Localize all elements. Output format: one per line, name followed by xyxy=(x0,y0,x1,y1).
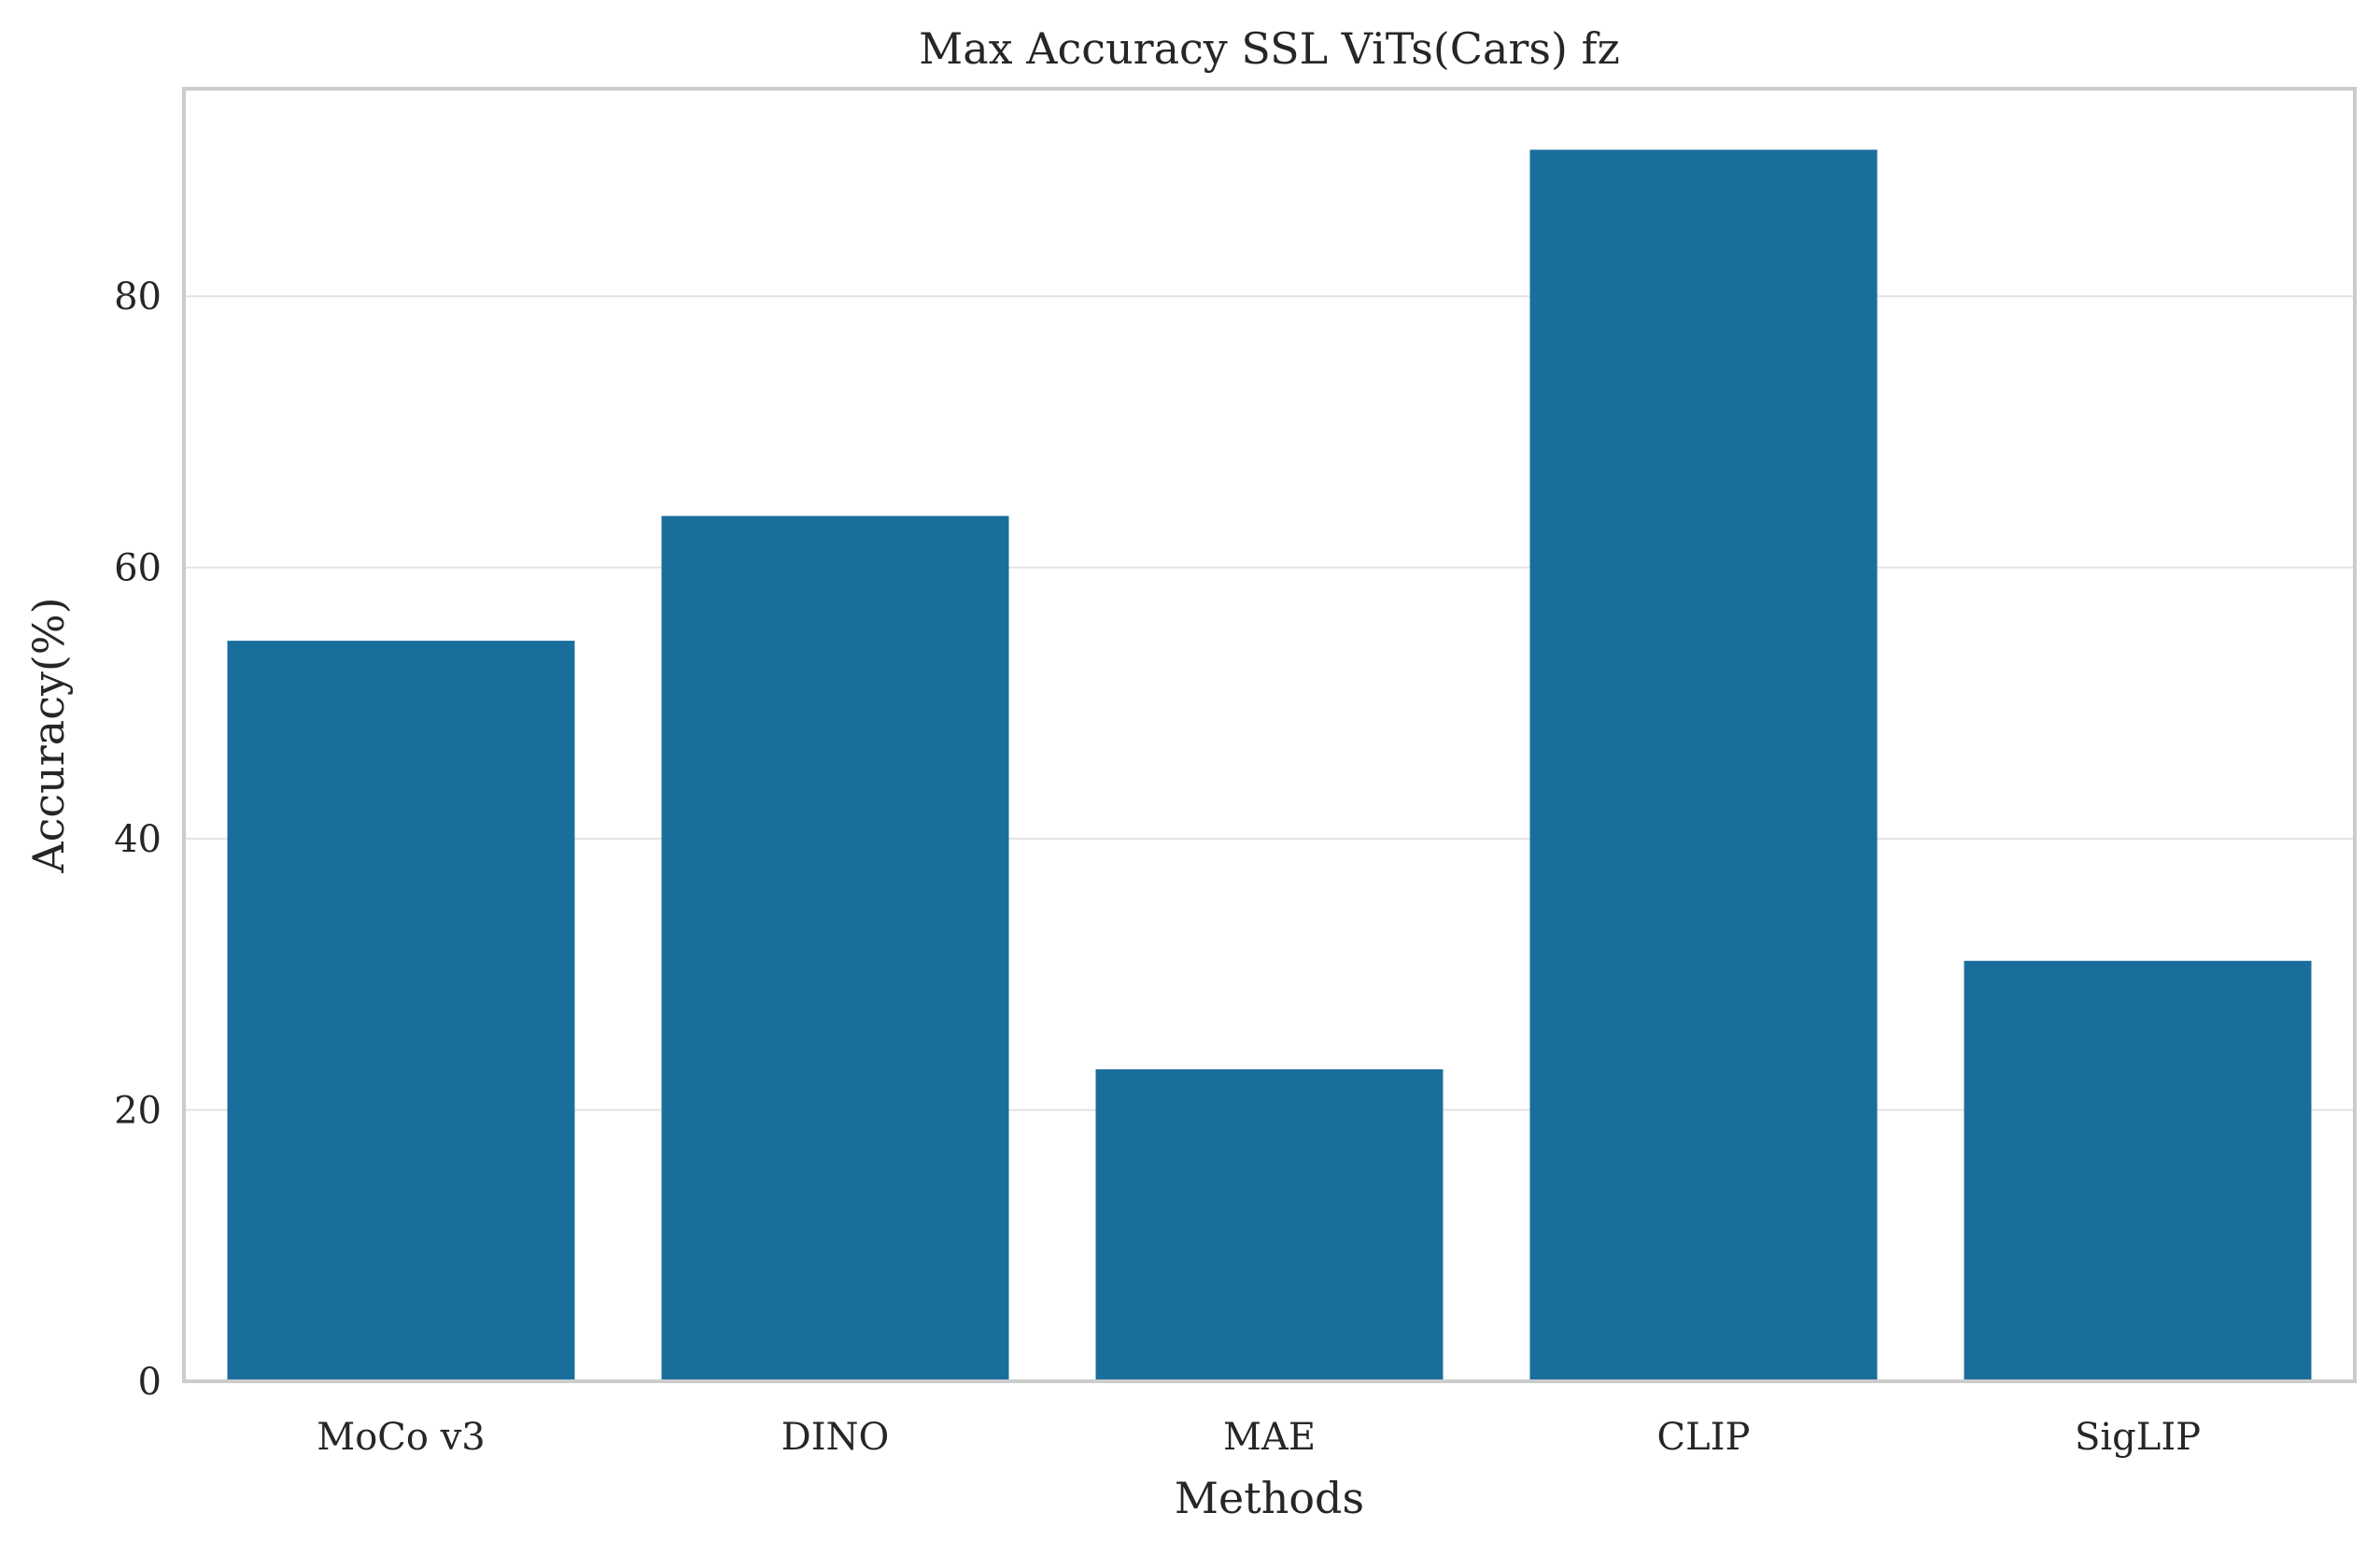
bar-siglip xyxy=(1964,960,2312,1381)
y-tick-label: 60 xyxy=(114,547,162,590)
y-tick-label: 80 xyxy=(114,276,162,318)
x-tick-label: MAE xyxy=(1223,1416,1316,1459)
plot-frame xyxy=(182,87,2357,1383)
y-axis-label: Accuracy(%) xyxy=(23,597,74,873)
x-tick-label: CLIP xyxy=(1657,1416,1751,1459)
bar-moco-v3 xyxy=(227,641,575,1381)
x-tick-label: MoCo v3 xyxy=(317,1416,486,1459)
bar-dino xyxy=(661,516,1009,1381)
bars xyxy=(227,149,2312,1381)
y-tick-labels: 0 20 40 60 80 xyxy=(114,276,162,1404)
x-axis-label: Methods xyxy=(1175,1473,1364,1523)
y-tick-label: 40 xyxy=(114,818,162,861)
bar-clip xyxy=(1529,149,1878,1381)
y-tick-label: 20 xyxy=(114,1090,162,1133)
x-tick-label: SigLIP xyxy=(2075,1416,2201,1459)
x-tick-labels: MoCo v3 DINO MAE CLIP SigLIP xyxy=(317,1416,2201,1459)
x-tick-label: DINO xyxy=(782,1416,890,1459)
y-tick-label: 0 xyxy=(138,1361,162,1404)
chart-title: Max Accuracy SSL ViTs(Cars) fz xyxy=(919,23,1620,74)
bar-mae xyxy=(1095,1068,1443,1381)
